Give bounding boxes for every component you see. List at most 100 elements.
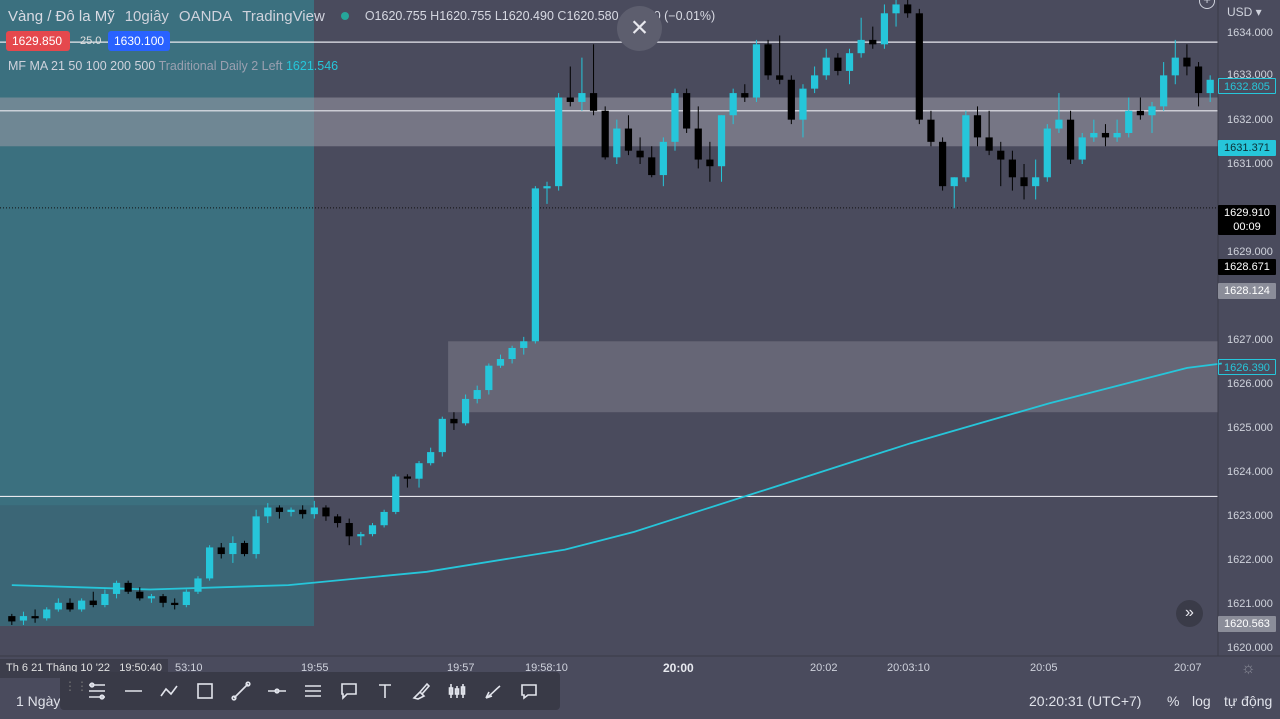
price-tag-current: 1629.910 00:09 xyxy=(1218,205,1276,235)
price-axis-label: 1629.000 xyxy=(1227,246,1273,258)
chevrons-right-icon[interactable]: » xyxy=(1176,600,1203,627)
candle-body xyxy=(1183,57,1191,67)
candle-body xyxy=(1206,79,1214,94)
candle-body xyxy=(287,509,295,512)
candle-body xyxy=(252,516,260,555)
candle-body xyxy=(380,511,388,526)
candle-body xyxy=(624,128,633,151)
drag-handle-icon[interactable]: ⋮⋮ xyxy=(64,679,88,693)
percent-toggle[interactable]: % xyxy=(1167,693,1180,709)
buy-button[interactable]: 1630.100 xyxy=(108,31,170,51)
candle-body xyxy=(938,141,947,187)
candle-body xyxy=(543,186,551,189)
candle-body xyxy=(962,115,970,178)
current-price: 1629.910 xyxy=(1224,207,1270,219)
horizontal-line-icon[interactable] xyxy=(260,676,294,706)
price-axis-label: 1620.000 xyxy=(1227,642,1273,654)
horizontal-ray-icon[interactable] xyxy=(116,676,150,706)
arrow-marker-icon[interactable] xyxy=(476,676,510,706)
indicator-value: 1621.546 xyxy=(285,59,339,73)
candle-body xyxy=(985,137,993,151)
market-status-dot xyxy=(340,12,349,20)
candle-body xyxy=(776,75,784,80)
time-axis-label: 20:03:10 xyxy=(887,662,930,674)
rectangle-tool-icon[interactable] xyxy=(188,676,222,706)
parallel-channel-icon[interactable] xyxy=(296,676,330,706)
candle-body xyxy=(427,452,435,464)
candle-body xyxy=(589,93,598,111)
candle-body xyxy=(671,93,679,142)
candle-body xyxy=(182,591,190,606)
candle-body xyxy=(159,596,167,603)
candle-body xyxy=(973,115,982,138)
candle-body xyxy=(927,119,935,142)
candle-body xyxy=(822,57,830,76)
candle-body xyxy=(787,79,795,120)
candle-body xyxy=(578,93,586,102)
candle-body xyxy=(566,97,574,102)
path-tool-icon[interactable] xyxy=(152,676,186,706)
trend-line-icon[interactable] xyxy=(224,676,258,706)
price-axis-label: 1625.000 xyxy=(1227,422,1273,434)
candle-body xyxy=(729,93,737,116)
close-key: C xyxy=(557,9,567,23)
indicator-params: Traditional Daily 2 Left xyxy=(158,59,283,73)
timezone-label[interactable]: 20:20:31 (UTC+7) xyxy=(1029,693,1142,709)
log-toggle[interactable]: log xyxy=(1192,693,1211,709)
candle-body xyxy=(345,523,353,537)
comment-icon[interactable] xyxy=(512,676,546,706)
candle-body xyxy=(43,609,51,619)
candle-body xyxy=(357,534,365,537)
price-axis-label: 1624.000 xyxy=(1227,466,1273,478)
text-tool-icon[interactable] xyxy=(368,676,402,706)
indicator-name: MF MA 21 50 100 200 500 xyxy=(8,59,156,73)
candle-body xyxy=(764,44,772,76)
timeframe-button[interactable]: 1 Ngày xyxy=(16,693,61,709)
time-axis-label: 20:02 xyxy=(810,662,838,674)
time-axis-label: 20:07 xyxy=(1174,662,1202,674)
candle-body xyxy=(147,596,156,599)
open-value: 1620.755 xyxy=(374,9,427,23)
candle-body xyxy=(194,578,202,592)
price-axis-label: 1632.000 xyxy=(1227,114,1273,126)
candle-body xyxy=(694,128,702,160)
symbol-name[interactable]: Vàng / Đô la Mỹ xyxy=(8,7,115,25)
candle-body xyxy=(869,39,877,45)
candle-body xyxy=(124,582,132,592)
chart-header: Vàng / Đô la Mỹ 10giây OANDA TradingView… xyxy=(0,0,715,32)
long-position-icon[interactable] xyxy=(440,676,474,706)
candle-body xyxy=(264,507,272,517)
brush-icon[interactable] xyxy=(404,676,438,706)
platform-label: TradingView xyxy=(242,7,325,25)
callout-icon[interactable] xyxy=(332,676,366,706)
close-value: 1620.580 xyxy=(566,9,619,23)
currency-selector[interactable]: USD ▾ xyxy=(1227,5,1262,19)
sell-button[interactable]: 1629.850 xyxy=(6,31,70,51)
auto-toggle[interactable]: tự động xyxy=(1224,693,1273,709)
price-axis-label: 1622.000 xyxy=(1227,554,1273,566)
low-key: L xyxy=(494,9,502,23)
candle-body xyxy=(880,13,889,45)
gear-icon[interactable]: ☼ xyxy=(1241,660,1256,677)
candle-body xyxy=(636,150,644,158)
time-axis-label: 19:57 xyxy=(447,662,475,674)
candle-body xyxy=(415,463,423,479)
open-key: O xyxy=(364,9,375,23)
candle-body xyxy=(450,418,458,424)
candle-body xyxy=(1020,177,1028,187)
currency-label: USD xyxy=(1227,5,1253,19)
candle-body xyxy=(485,365,493,391)
close-icon[interactable]: × xyxy=(617,6,662,51)
candle-body xyxy=(915,13,923,120)
candle-body xyxy=(706,159,714,167)
candle-body xyxy=(78,600,86,610)
fib-tool-icon[interactable] xyxy=(80,676,114,706)
indicator-legend[interactable]: MF MA 21 50 100 200 500 Traditional Dail… xyxy=(8,59,338,73)
interval-label[interactable]: 10giây xyxy=(124,7,169,25)
candle-body xyxy=(19,616,28,621)
price-tag-black: 1628.671 xyxy=(1218,259,1276,275)
time-axis-label: 19:58:10 xyxy=(525,662,568,674)
candle-body xyxy=(520,341,528,348)
candle-body xyxy=(1043,128,1051,178)
